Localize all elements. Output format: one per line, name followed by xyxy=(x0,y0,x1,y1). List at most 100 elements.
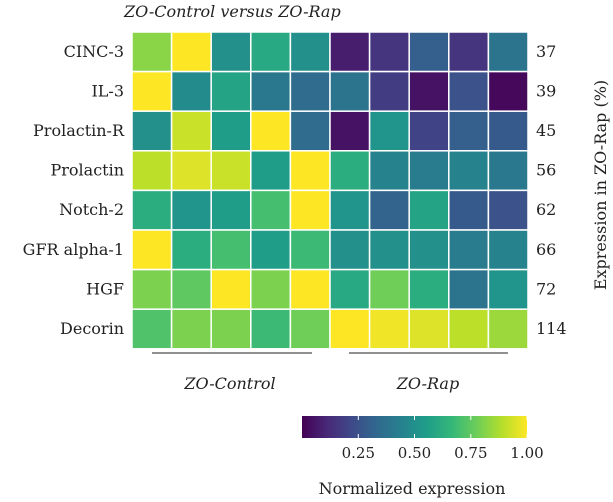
heatmap-cell xyxy=(487,70,529,112)
colorbar-tick-label: 0.75 xyxy=(454,444,487,462)
row-label: Notch-2 xyxy=(59,200,124,219)
heatmap-cell xyxy=(408,189,450,231)
expression-value-label: 45 xyxy=(536,121,556,140)
group-label-rap: ZO-Rap xyxy=(396,374,459,393)
heatmap-cell xyxy=(131,150,173,192)
heatmap-cell xyxy=(131,31,173,73)
expression-value-labels: 37 39 45 56 62 66 72 114 xyxy=(536,42,567,338)
heatmap-cell xyxy=(250,308,292,350)
heatmap-cell xyxy=(448,189,490,231)
heatmap-cell xyxy=(329,70,371,112)
heatmap-cell xyxy=(368,268,410,310)
heatmap-cell xyxy=(131,189,173,231)
heatmap-cell xyxy=(408,110,450,152)
heatmap-cell xyxy=(487,268,529,310)
heatmap-cell xyxy=(170,229,212,271)
heatmap-cell xyxy=(170,110,212,152)
heatmap-cell xyxy=(448,70,490,112)
heatmap-cell xyxy=(210,70,252,112)
expression-value-label: 56 xyxy=(536,161,556,180)
heatmap-cell xyxy=(487,189,529,231)
heatmap-cell xyxy=(289,150,331,192)
heatmap-cell xyxy=(210,268,252,310)
heatmap-cell xyxy=(289,70,331,112)
heatmap-cell xyxy=(408,268,450,310)
colorbar xyxy=(302,416,527,438)
heatmap-cell xyxy=(368,31,410,73)
heatmap-cell xyxy=(487,150,529,192)
heatmap-cell xyxy=(448,229,490,271)
row-label: IL-3 xyxy=(91,81,124,100)
heatmap-cell xyxy=(250,150,292,192)
heatmap-cell xyxy=(448,31,490,73)
heatmap-cell xyxy=(487,110,529,152)
heatmap-cell xyxy=(329,150,371,192)
heatmap-cell xyxy=(408,308,450,350)
row-labels: CINC-3 IL-3 Prolactin-R Prolactin Notch-2 GFR… xyxy=(23,42,125,338)
heatmap-cell xyxy=(131,110,173,152)
heatmap-cell xyxy=(368,189,410,231)
colorbar-tick-label: 1.00 xyxy=(510,444,543,462)
heatmap-cell xyxy=(408,70,450,112)
heatmap-cell xyxy=(210,110,252,152)
heatmap-cell xyxy=(250,110,292,152)
heatmap-cell xyxy=(250,268,292,310)
heatmap-cell xyxy=(487,308,529,350)
heatmap-cell xyxy=(131,70,173,112)
right-axis-label: Expression in ZO-Rap (%) xyxy=(591,80,610,290)
chart-title: ZO-Control versus ZO-Rap xyxy=(123,2,341,21)
expression-value-label: 37 xyxy=(536,42,556,61)
heatmap-cell xyxy=(448,268,490,310)
heatmap-cell xyxy=(408,229,450,271)
colorbar-tick-label: 0.25 xyxy=(342,444,375,462)
heatmap-cell xyxy=(210,150,252,192)
heatmap-cell xyxy=(250,31,292,73)
row-label: Prolactin-R xyxy=(33,121,125,140)
heatmap-cell xyxy=(170,150,212,192)
heatmap-cell xyxy=(170,70,212,112)
heatmap-cell xyxy=(250,189,292,231)
row-label: GFR alpha-1 xyxy=(23,240,124,259)
expression-value-label: 114 xyxy=(536,319,567,338)
heatmap-cell xyxy=(250,229,292,271)
heatmap-cell xyxy=(131,308,173,350)
heatmap-cell xyxy=(170,31,212,73)
colorbar-title: Normalized expression xyxy=(319,479,506,498)
heatmap-cell xyxy=(329,189,371,231)
heatmap-cell xyxy=(170,308,212,350)
row-label: Prolactin xyxy=(50,161,124,180)
colorbar-tick-label: 0.50 xyxy=(398,444,431,462)
heatmap-cell xyxy=(329,268,371,310)
row-label: CINC-3 xyxy=(64,42,124,61)
heatmap-cell xyxy=(210,31,252,73)
heatmap-cell xyxy=(368,308,410,350)
heatmap-cell xyxy=(289,110,331,152)
heatmap-cell xyxy=(368,229,410,271)
heatmap-cell xyxy=(131,268,173,310)
heatmap-cell xyxy=(448,308,490,350)
heatmap-cell xyxy=(408,150,450,192)
heatmap-cell xyxy=(487,229,529,271)
heatmap-cell xyxy=(448,150,490,192)
heatmap-cell xyxy=(329,110,371,152)
heatmap-cell xyxy=(210,189,252,231)
heatmap-cell xyxy=(448,110,490,152)
heatmap-cell xyxy=(368,110,410,152)
heatmap-cell xyxy=(329,308,371,350)
expression-value-label: 66 xyxy=(536,240,556,259)
row-label: Decorin xyxy=(60,319,124,338)
heatmap-cell xyxy=(368,70,410,112)
heatmap-cell xyxy=(250,70,292,112)
heatmap-cell xyxy=(289,268,331,310)
heatmap-cell xyxy=(210,308,252,350)
heatmap-cell xyxy=(210,229,252,271)
heatmap-cells xyxy=(131,31,529,350)
expression-value-label: 62 xyxy=(536,200,556,219)
group-label-control: ZO-Control xyxy=(183,374,275,393)
expression-value-label: 39 xyxy=(536,81,556,100)
heatmap-cell xyxy=(170,268,212,310)
heatmap-cell xyxy=(487,31,529,73)
heatmap-cell xyxy=(131,229,173,271)
heatmap-cell xyxy=(289,229,331,271)
